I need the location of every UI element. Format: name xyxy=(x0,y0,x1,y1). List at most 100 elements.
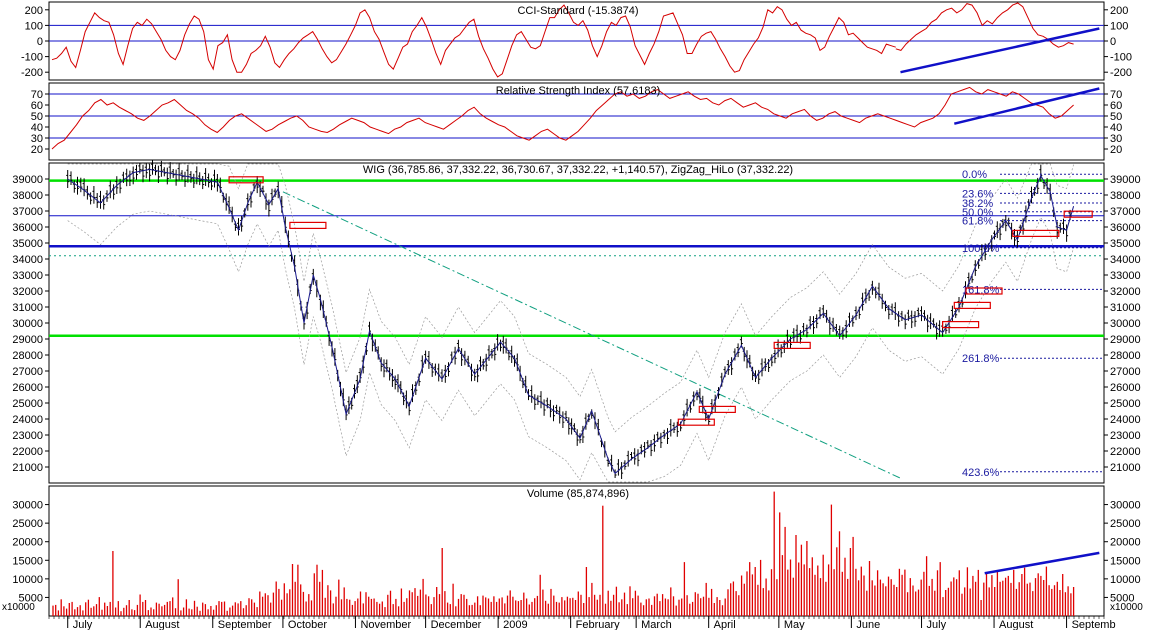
rsi-frame xyxy=(48,82,1105,161)
y-tick-label-right: -200 xyxy=(1110,67,1132,79)
downtrend-line xyxy=(282,191,901,479)
y-tick-label-right: 60 xyxy=(1110,100,1122,112)
y-tick-label-left: 40 xyxy=(31,122,43,134)
y-tick-label-left: 27000 xyxy=(12,366,43,378)
fib-level-label: 100.0% xyxy=(962,243,1000,255)
y-tick-label-right: 10000 xyxy=(1110,574,1141,586)
price-frame xyxy=(48,162,1105,484)
y-tick-label-right: 21000 xyxy=(1110,462,1141,474)
x-month-label: Septemb xyxy=(1072,619,1116,630)
y-tick-label-right: 29000 xyxy=(1110,334,1141,346)
zone-box xyxy=(1012,229,1060,237)
rsi-title: Relative Strength Index (57.6183) xyxy=(496,85,661,97)
rsi-trend-line xyxy=(953,87,1100,125)
y-tick-label-left: 24000 xyxy=(12,414,43,426)
volume-unit-left: x10000 xyxy=(2,602,35,613)
x-month-label: August xyxy=(145,619,179,630)
y-tick-label-left: 39000 xyxy=(12,174,43,186)
y-tick-label-right: 38000 xyxy=(1110,190,1141,202)
y-tick-label-left: 0 xyxy=(37,36,43,48)
x-month-label: October xyxy=(288,619,327,630)
y-tick-label-left: 20 xyxy=(31,144,43,156)
y-tick-label-left: 200 xyxy=(25,5,43,17)
y-tick-label-right: 5000 xyxy=(1110,592,1134,604)
y-tick-label-left: 10000 xyxy=(12,574,43,586)
volume-trend-line xyxy=(984,551,1100,575)
y-tick-label-left: 34000 xyxy=(12,254,43,266)
y-tick-label-right: 32000 xyxy=(1110,286,1141,298)
zone-box xyxy=(677,418,715,426)
cci-line xyxy=(51,4,896,78)
price-panel: 39000 39000 38000 38000 37000 37000 36000 36000… xyxy=(12,159,1141,483)
x-month-label: February xyxy=(576,619,621,630)
zigzag-line xyxy=(67,168,1075,475)
zone-box xyxy=(228,176,264,184)
fib-level-label: 61.8% xyxy=(962,216,993,228)
x-month-label: May xyxy=(784,619,805,630)
y-tick-label-left: 70 xyxy=(31,89,43,101)
y-tick-label-right: -100 xyxy=(1110,52,1132,64)
y-tick-label-left: 30 xyxy=(31,133,43,145)
y-tick-label-right: 30 xyxy=(1110,133,1122,145)
y-tick-label-right: 31000 xyxy=(1110,302,1141,314)
y-tick-label-right: 100 xyxy=(1110,20,1128,32)
volume-panel: 30000 30000 25000 25000 20000 20000 15000 15000… xyxy=(2,488,1143,616)
y-tick-label-left: 100 xyxy=(25,20,43,32)
y-tick-label-left: 30000 xyxy=(12,318,43,330)
x-month-label: June xyxy=(856,619,880,630)
fib-level-label: 261.8% xyxy=(962,353,1000,365)
y-tick-label-right: 36000 xyxy=(1110,222,1141,234)
y-tick-label-right: 37000 xyxy=(1110,206,1141,218)
y-tick-label-left: 28000 xyxy=(12,350,43,362)
fib-level-label: 38.2% xyxy=(962,198,993,210)
fib-level-label: 423.6% xyxy=(962,467,1000,479)
fib-level-label: 161.8% xyxy=(962,284,1000,296)
y-tick-label-left: 22000 xyxy=(12,446,43,458)
y-tick-label-left: -100 xyxy=(21,52,43,64)
y-tick-label-right: 22000 xyxy=(1110,446,1141,458)
volume-title: Volume (85,874,896) xyxy=(527,488,629,500)
y-tick-label-right: 28000 xyxy=(1110,350,1141,362)
fib-level-label: 23.6% xyxy=(962,188,993,200)
y-tick-label-left: 29000 xyxy=(12,334,43,346)
x-month-label: August xyxy=(999,619,1033,630)
cci-line-recent xyxy=(895,2,1074,51)
upper-band xyxy=(67,163,1074,433)
zone-box xyxy=(965,287,1003,295)
cci-panel: 200 200 100 100 0 0 -100 -100 -200 -200 CCI-Standa… xyxy=(21,2,1132,79)
lower-band xyxy=(67,210,1074,483)
y-tick-label-left: 20000 xyxy=(12,537,43,549)
y-tick-label-right: 200 xyxy=(1110,5,1128,17)
y-tick-label-right: 15000 xyxy=(1110,555,1141,567)
x-month-label: 2009 xyxy=(503,619,527,630)
y-tick-label-left: 32000 xyxy=(12,286,43,298)
y-tick-label-right: 50 xyxy=(1110,111,1122,123)
y-tick-label-left: 60 xyxy=(31,100,43,112)
y-tick-label-right: 70 xyxy=(1110,89,1122,101)
y-tick-label-left: 38000 xyxy=(12,190,43,202)
x-month-label: December xyxy=(431,619,482,630)
y-tick-label-right: 20000 xyxy=(1110,537,1141,549)
y-tick-label-left: 31000 xyxy=(12,302,43,314)
y-tick-label-right: 27000 xyxy=(1110,366,1141,378)
y-tick-label-left: 25000 xyxy=(12,398,43,410)
x-axis: July August September October November Decemb… xyxy=(48,616,1116,631)
x-month-label: April xyxy=(714,619,736,630)
y-tick-label-right: 25000 xyxy=(1110,398,1141,410)
y-tick-label-left: 37000 xyxy=(12,206,43,218)
y-tick-label-left: 30000 xyxy=(12,500,43,512)
x-month-label: July xyxy=(73,619,93,630)
volume-unit-right: x10000 xyxy=(1110,602,1143,613)
y-tick-label-right: 35000 xyxy=(1110,238,1141,250)
y-tick-label-right: 26000 xyxy=(1110,382,1141,394)
zone-box xyxy=(289,221,327,229)
y-tick-label-left: 23000 xyxy=(12,430,43,442)
y-tick-label-left: -200 xyxy=(21,67,43,79)
volume-frame xyxy=(48,485,1105,617)
y-tick-label-right: 20 xyxy=(1110,144,1122,156)
price-title: WIG (36,785.86, 37,332.22, 36,730.67, 37… xyxy=(363,164,793,176)
y-tick-label-left: 36000 xyxy=(12,222,43,234)
